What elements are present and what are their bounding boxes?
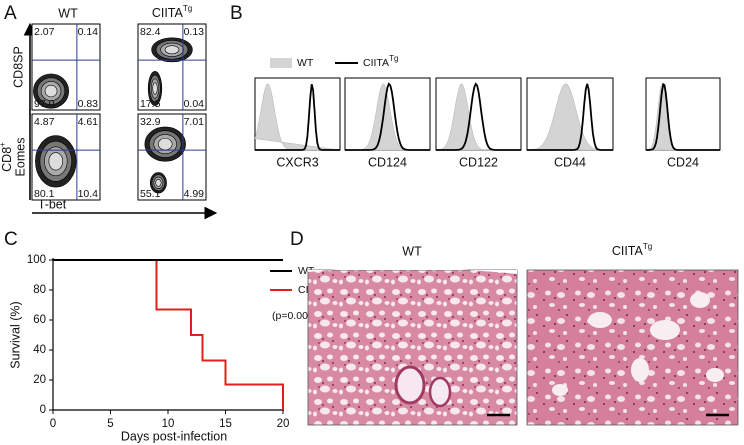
image-title: WT: [402, 244, 422, 258]
quadrant-value: 55.1: [140, 188, 161, 200]
marker-label: CXCR3: [276, 155, 318, 169]
contour: [155, 178, 162, 187]
legend-label: WT: [297, 57, 314, 69]
image-edge: [308, 267, 517, 274]
quadrant-value: 32.9: [140, 116, 161, 128]
airspace: [650, 320, 680, 340]
quadrant-value: 17.5: [140, 98, 161, 110]
y-tick-label: 0: [40, 404, 46, 416]
panel-label: C: [4, 229, 18, 250]
survival-line: [53, 259, 284, 410]
contour: [48, 152, 64, 171]
airspace: [588, 312, 612, 328]
quadrant-value: 4.99: [184, 188, 205, 200]
quadrant-value: 0.14: [78, 26, 99, 38]
quadrant-value: 97.0: [34, 98, 55, 110]
legend-swatch: [270, 58, 292, 68]
y-tick-label: 40: [33, 344, 46, 356]
x-axis-label: Days post-infection: [121, 429, 227, 443]
panel-label: D: [290, 229, 304, 250]
contour: [157, 137, 173, 151]
panel-label: B: [230, 3, 243, 24]
airspace: [552, 384, 568, 396]
x-tick-label: 20: [277, 418, 290, 430]
marker-label: CD24: [667, 155, 699, 169]
quadrant-value: 2.07: [34, 26, 55, 38]
quadrant-value: 0.04: [184, 98, 205, 110]
image-title: CIITATg: [612, 242, 652, 258]
airway: [394, 365, 426, 405]
marker-label: CD124: [368, 155, 407, 169]
tg-histogram: [527, 83, 613, 151]
panel-label: A: [4, 3, 17, 24]
y-axis-label: Survival (%): [8, 301, 22, 368]
y-tick-label: 20: [33, 374, 46, 386]
airspace: [690, 292, 710, 308]
contour: [164, 45, 180, 55]
y-axis-label: Eomes: [13, 138, 27, 177]
x-tick-label: 10: [162, 418, 175, 430]
marker-label: CD122: [459, 155, 498, 169]
row-label: CD8+: [0, 142, 14, 172]
histology-image: [526, 269, 739, 426]
legend-label: CIITATg: [363, 54, 398, 69]
histograms: CXCR3 CD124 CD122 CD44 CD24: [254, 77, 721, 169]
airspace: [631, 358, 649, 382]
flow-plots: 2.07 0.14 97.0 0.83 82.4 0.13 17.5 0.04 4.87 4.61…: [31, 23, 207, 201]
x-tick-label: 0: [50, 418, 56, 430]
y-tick-label: 80: [33, 284, 46, 296]
tg-histogram: [646, 82, 720, 151]
marker-label: CD44: [554, 155, 586, 169]
tg-histogram: [436, 82, 521, 151]
column-label: WT: [58, 6, 78, 20]
x-axis-label: T-bet: [38, 197, 67, 211]
x-tick-label: 5: [107, 418, 113, 430]
quadrant-value: 80.1: [34, 188, 55, 200]
y-tick-label: 100: [27, 254, 46, 266]
row-label: CD8SP: [11, 46, 25, 88]
contour: [152, 82, 158, 95]
tg-histogram: [345, 82, 430, 151]
tg-histogram: [255, 83, 340, 151]
quadrant-value: 4.87: [34, 116, 55, 128]
contour: [44, 84, 58, 98]
x-tick-label: 15: [219, 418, 232, 430]
y-tick-label: 60: [33, 314, 46, 326]
quadrant-value: 7.01: [184, 116, 205, 128]
airway: [428, 376, 452, 408]
quadrant-value: 0.13: [184, 26, 205, 38]
quadrant-value: 4.61: [78, 116, 99, 128]
survival-chart: C 0 20 40 60 80 100 0 5 10 15 20 Survival (%) Days po…: [4, 229, 333, 443]
column-label: CIITATg: [152, 4, 192, 20]
quadrant-value: 0.83: [78, 98, 99, 110]
airspace: [706, 368, 724, 382]
quadrant-value: 82.4: [140, 26, 161, 38]
quadrant-value: 10.4: [78, 188, 99, 200]
